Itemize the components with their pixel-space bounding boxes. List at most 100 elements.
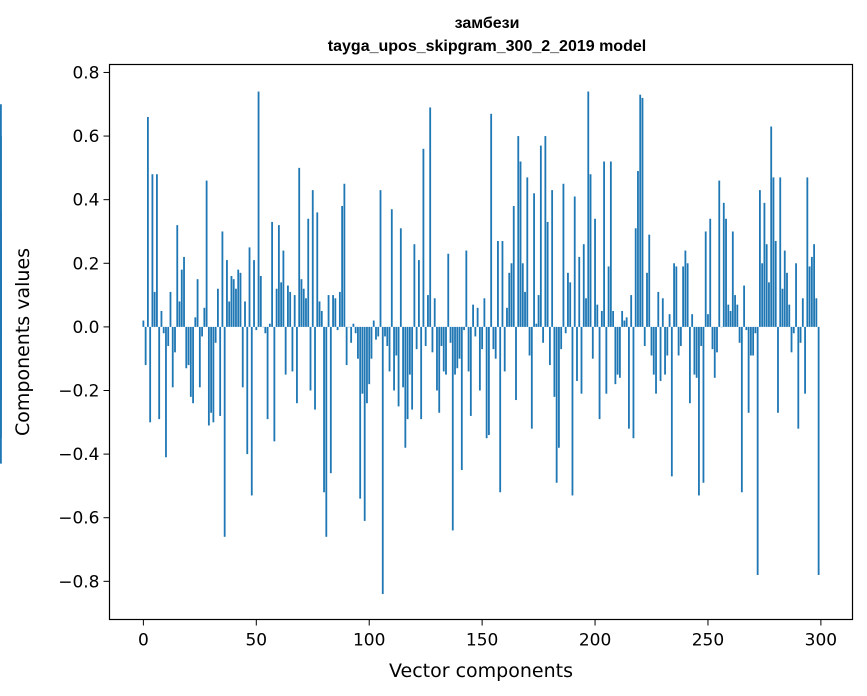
bar-108: [386, 326, 389, 346]
bar-129: [433, 298, 436, 327]
bar-45: [244, 301, 246, 327]
bar-18: [183, 256, 185, 327]
bar-27: [203, 307, 206, 327]
bar-199: [591, 326, 594, 359]
y-tick-label: 0.0: [72, 318, 99, 338]
bar-57: [271, 221, 274, 327]
bar-64: [287, 285, 289, 327]
bar-116: [404, 326, 407, 448]
bar-140: [458, 326, 461, 359]
bar-65: [289, 291, 292, 327]
bar-19: [185, 326, 188, 369]
bar-212: [621, 310, 624, 327]
bar-249: [704, 231, 707, 327]
bar-242: [688, 326, 691, 404]
bar-276: [765, 244, 768, 327]
bar-103: [375, 326, 377, 340]
bar-36: [223, 326, 226, 537]
bar-190: [571, 326, 574, 496]
bar-293: [804, 326, 806, 394]
bar-20: [187, 326, 190, 366]
bar-56: [268, 323, 271, 327]
bar-undefined: [0, 212, 2, 327]
bar-213: [623, 320, 626, 327]
bar-55: [266, 326, 269, 420]
bar-undefined: [0, 276, 2, 327]
bar-120: [413, 244, 416, 327]
bar-185: [560, 326, 563, 350]
bar-130: [436, 326, 438, 391]
bar-22: [192, 326, 194, 404]
bar-294: [806, 177, 809, 327]
bar-66: [291, 326, 294, 372]
bar-245: [695, 326, 698, 378]
y-axis-ticks: −0.8 −0.6 −0.4 −0.2 0.0 0.2 0.4 0.6 0.8: [58, 63, 110, 592]
bar-141: [460, 326, 463, 471]
bar-73: [307, 218, 310, 327]
bar-152: [485, 326, 488, 439]
bar-107: [384, 326, 386, 337]
y-tick-label: 0.8: [72, 63, 99, 83]
y-axis-label: Components values: [12, 248, 34, 436]
bar-268: [747, 326, 750, 413]
bar-89: [343, 183, 346, 327]
bar-233: [668, 314, 671, 327]
bar-51: [257, 91, 260, 327]
bar-288: [792, 326, 795, 334]
bar-291: [799, 326, 802, 343]
bar-122: [417, 260, 420, 327]
bar-201: [596, 304, 599, 327]
x-axis-label: Vector components: [389, 660, 573, 682]
x-tick-label: 150: [466, 631, 498, 651]
bar-52: [259, 276, 262, 327]
bar-282: [779, 177, 782, 327]
bar-217: [632, 326, 635, 439]
bar-191: [573, 196, 576, 327]
bar-118: [408, 326, 411, 375]
bar-168: [521, 263, 524, 327]
bar-76: [314, 326, 316, 410]
y-tick-label: −0.4: [58, 445, 99, 465]
bar-72: [305, 298, 307, 327]
bar-196: [585, 298, 587, 327]
bar-42: [237, 269, 240, 327]
bar-210: [616, 326, 619, 375]
bar-269: [749, 326, 752, 356]
bar-255: [718, 180, 721, 327]
bar-273: [759, 190, 761, 327]
bar-178: [544, 136, 547, 327]
bar-39: [230, 276, 233, 327]
bar-68: [296, 326, 298, 404]
bar-151: [483, 298, 486, 327]
bar-203: [600, 310, 603, 327]
bar-97: [361, 326, 364, 394]
bar-284: [783, 250, 786, 327]
bar-244: [693, 326, 696, 375]
y-tick-label: −0.2: [58, 382, 99, 402]
bar-102: [372, 320, 375, 327]
bar-127: [429, 107, 432, 327]
bar-241: [686, 263, 689, 327]
bar-258: [725, 218, 727, 327]
bar-221: [641, 97, 644, 327]
bar-230: [661, 298, 664, 327]
bar-12: [169, 291, 172, 327]
bar-198: [589, 174, 592, 327]
bar-295: [808, 266, 811, 327]
bar-93: [352, 323, 355, 327]
bar-181: [551, 190, 554, 327]
bar-86: [336, 326, 339, 331]
bar-144: [467, 326, 470, 372]
bar-3: [149, 326, 152, 423]
bar-164: [512, 206, 515, 327]
bar-31: [212, 326, 215, 423]
bar-254: [716, 326, 718, 353]
bar-111: [393, 326, 395, 391]
bar-49: [253, 260, 255, 327]
bar-264: [738, 326, 741, 343]
y-tick-label: −0.8: [58, 572, 99, 592]
bar-88: [341, 206, 344, 327]
bar-115: [402, 326, 404, 388]
bar-160: [503, 326, 506, 372]
